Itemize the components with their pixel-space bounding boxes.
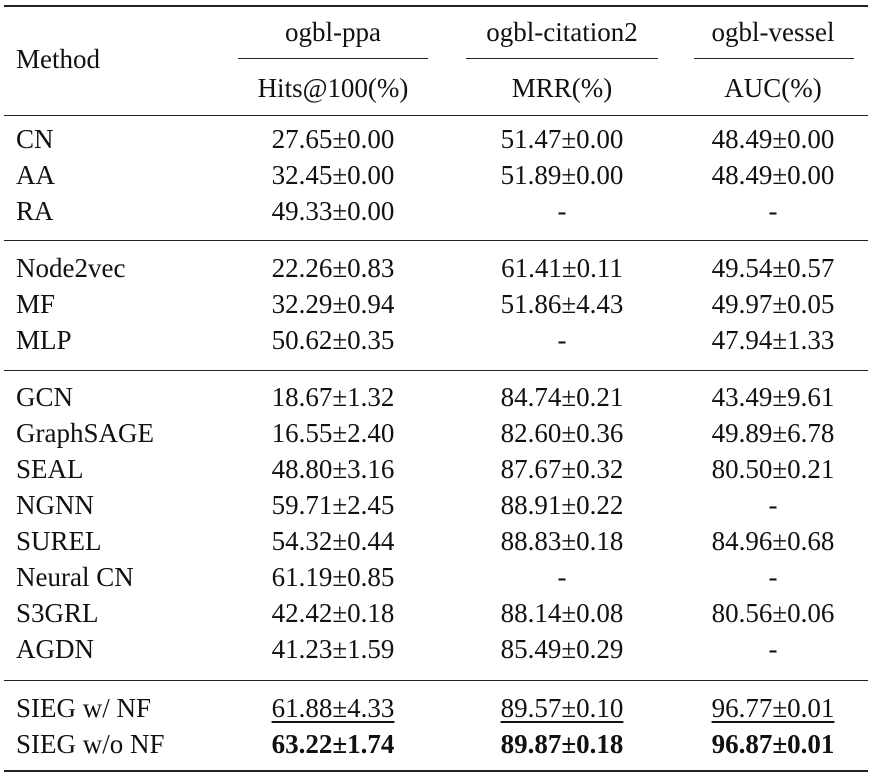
- score-vessel-cell: 96.87±0.01: [711, 729, 835, 759]
- score-ppa-cell: 42.42±0.18: [271, 598, 395, 628]
- score-citation2-cell: -: [557, 562, 567, 592]
- score-vessel-cell: 43.49±9.61: [711, 382, 835, 412]
- score-citation2-cell: 51.86±4.43: [500, 289, 624, 319]
- method-name-cell: RA: [16, 196, 54, 226]
- method-name-cell: GCN: [16, 382, 74, 412]
- score-ppa-cell: 54.32±0.44: [271, 526, 395, 556]
- header-rule: [4, 115, 868, 117]
- score-citation2-cell: 88.91±0.22: [500, 490, 624, 520]
- score-ppa-cell: 48.80±3.16: [271, 454, 395, 484]
- score-citation2-cell: 82.60±0.36: [500, 418, 624, 448]
- method-name-cell: GraphSAGE: [16, 418, 154, 448]
- method-name-cell: CN: [16, 124, 54, 154]
- bottom-rule: [4, 770, 868, 772]
- method-name-cell: Neural CN: [16, 562, 134, 592]
- score-citation2-cell: 88.14±0.08: [500, 598, 624, 628]
- score-citation2-cell: 85.49±0.29: [500, 634, 624, 664]
- score-vessel-cell: -: [768, 562, 778, 592]
- score-citation2-cell: 89.87±0.18: [500, 729, 624, 759]
- score-vessel-cell: 48.49±0.00: [711, 160, 835, 190]
- group-rule-1: [4, 240, 868, 242]
- col-rule-vessel: [694, 58, 854, 60]
- top-rule: [4, 5, 868, 7]
- score-citation2-cell: 61.41±0.11: [501, 253, 623, 283]
- score-ppa-cell: 50.62±0.35: [271, 325, 395, 355]
- score-vessel-cell: 49.54±0.57: [711, 253, 835, 283]
- method-name-cell: SIEG w/ NF: [16, 693, 152, 723]
- score-citation2-cell: 51.47±0.00: [500, 124, 624, 154]
- score-citation2-cell: 89.57±0.10: [500, 693, 624, 723]
- score-vessel-cell: -: [768, 634, 778, 664]
- method-name-cell: Node2vec: [16, 253, 126, 283]
- score-citation2-cell: 87.67±0.32: [500, 454, 624, 484]
- score-vessel-cell: 84.96±0.68: [711, 526, 835, 556]
- score-citation2-cell: 88.83±0.18: [500, 526, 624, 556]
- header-dataset-citation2: ogbl-citation2: [486, 17, 638, 47]
- score-vessel-cell: 96.77±0.01: [711, 693, 835, 723]
- score-ppa-cell: 16.55±2.40: [271, 418, 395, 448]
- method-name-cell: MF: [16, 289, 56, 319]
- score-vessel-cell: -: [768, 196, 778, 226]
- score-ppa-cell: 18.67±1.32: [271, 382, 395, 412]
- method-name-cell: AGDN: [16, 634, 94, 664]
- score-citation2-cell: 84.74±0.21: [500, 382, 624, 412]
- score-ppa-cell: 61.19±0.85: [271, 562, 395, 592]
- col-rule-ppa: [238, 58, 428, 60]
- score-vessel-cell: 49.89±6.78: [711, 418, 835, 448]
- method-name-cell: SEAL: [16, 454, 84, 484]
- score-ppa-cell: 41.23±1.59: [271, 634, 395, 664]
- col-rule-citation2: [466, 58, 658, 60]
- method-name-cell: S3GRL: [16, 598, 99, 628]
- score-ppa-cell: 61.88±4.33: [271, 693, 395, 723]
- method-name-cell: SIEG w/o NF: [16, 729, 165, 759]
- score-ppa-cell: 63.22±1.74: [271, 729, 395, 759]
- method-name-cell: SUREL: [16, 526, 102, 556]
- header-metric-citation2: MRR(%): [511, 73, 613, 103]
- method-name-cell: MLP: [16, 325, 72, 355]
- score-citation2-cell: -: [557, 196, 567, 226]
- score-vessel-cell: 80.56±0.06: [711, 598, 835, 628]
- score-ppa-cell: 32.45±0.00: [271, 160, 395, 190]
- score-ppa-cell: 32.29±0.94: [271, 289, 395, 319]
- score-vessel-cell: 47.94±1.33: [711, 325, 835, 355]
- score-citation2-cell: 51.89±0.00: [500, 160, 624, 190]
- score-vessel-cell: 80.50±0.21: [711, 454, 835, 484]
- score-vessel-cell: -: [768, 490, 778, 520]
- score-vessel-cell: 49.97±0.05: [711, 289, 835, 319]
- method-name-cell: NGNN: [16, 490, 94, 520]
- header-dataset-vessel: ogbl-vessel: [711, 17, 835, 47]
- score-vessel-cell: 48.49±0.00: [711, 124, 835, 154]
- header-method: Method: [16, 44, 100, 74]
- score-ppa-cell: 59.71±2.45: [271, 490, 395, 520]
- score-ppa-cell: 49.33±0.00: [271, 196, 395, 226]
- score-citation2-cell: -: [557, 325, 567, 355]
- group-rule-3: [4, 680, 868, 682]
- score-ppa-cell: 27.65±0.00: [271, 124, 395, 154]
- score-ppa-cell: 22.26±0.83: [271, 253, 395, 283]
- method-name-cell: AA: [16, 160, 55, 190]
- group-rule-2: [4, 370, 868, 372]
- header-dataset-ppa: ogbl-ppa: [285, 17, 381, 47]
- header-metric-vessel: AUC(%): [724, 73, 822, 103]
- header-metric-ppa: Hits@100(%): [257, 73, 409, 103]
